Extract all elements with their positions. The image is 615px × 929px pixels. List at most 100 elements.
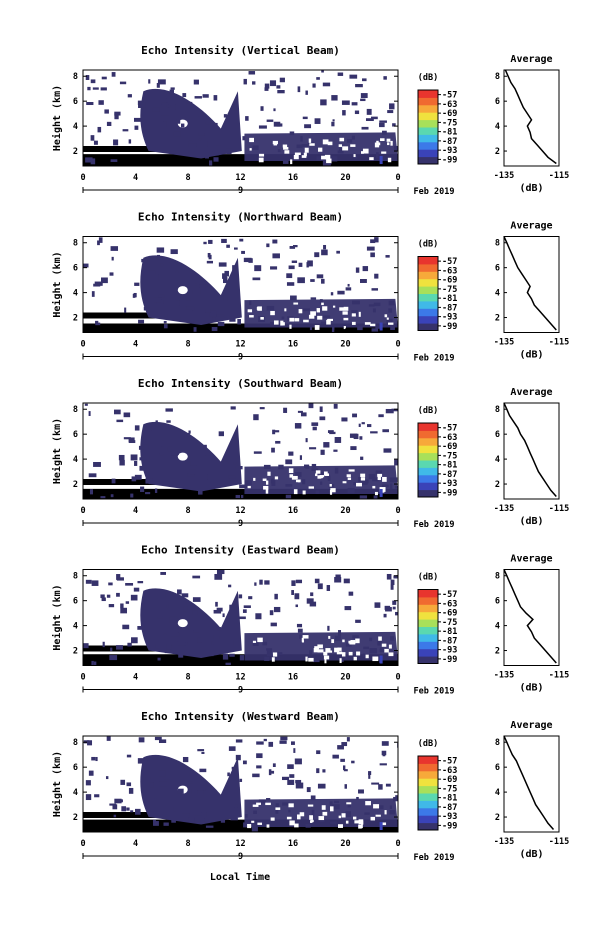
- echo-cell: [316, 750, 321, 755]
- echo-gap-cell: [310, 311, 316, 316]
- day-label: 9: [238, 686, 243, 696]
- echo-cell: [220, 819, 226, 823]
- echo-gap-cell: [263, 485, 269, 490]
- echo-cell: [197, 790, 204, 795]
- echo-gap-cell: [247, 309, 253, 313]
- echo-cell: [111, 256, 114, 261]
- echo-cell: [346, 737, 350, 742]
- echo-cell: [244, 480, 252, 486]
- echo-gap-cell: [293, 302, 299, 305]
- echo-gap-cell: [315, 473, 318, 477]
- echo-cell: [321, 278, 325, 284]
- echo-cell: [189, 469, 196, 475]
- echo-cell: [390, 579, 395, 586]
- echo-cell: [137, 626, 145, 630]
- colorbar-frame: [417, 755, 439, 831]
- echo-cell: [185, 309, 193, 313]
- echo-cell: [157, 592, 166, 599]
- avg-y-tick-label: 6: [495, 763, 500, 773]
- echo-cell: [110, 494, 114, 498]
- colorbar-frame: [417, 256, 439, 331]
- avg-y-tick-label: 2: [495, 147, 500, 157]
- echo-cell: [233, 639, 241, 645]
- colorbar-swatch: [418, 474, 438, 483]
- echo-cell: [111, 72, 116, 77]
- echo-cell: [213, 122, 218, 126]
- echo-gap-cell: [271, 657, 275, 662]
- colorbar-tick-label: -99: [442, 322, 457, 332]
- x-tick-label: 20: [340, 673, 350, 683]
- echo-cell: [320, 99, 327, 106]
- echo-gap-cell: [257, 822, 262, 825]
- echo-cell: [188, 143, 197, 147]
- echo-strong-cell: [379, 822, 383, 831]
- echo-gap-cell: [284, 308, 287, 312]
- x-tick-label: 16: [288, 506, 298, 516]
- echo-cell: [153, 821, 159, 826]
- echo-cell: [290, 295, 297, 301]
- echo-gap-cell: [348, 469, 355, 472]
- echo-gap-cell: [307, 804, 314, 807]
- echo-cell: [369, 648, 377, 654]
- echo-cell: [276, 652, 283, 656]
- colorbar-tick-label: -75: [442, 118, 457, 128]
- echo-cell: [116, 419, 124, 423]
- colorbar-swatch: [418, 256, 438, 265]
- echo-cell: [337, 290, 345, 295]
- colorbar-swatch: [418, 785, 438, 794]
- colorbar-tick-label: -81: [442, 461, 457, 471]
- echo-cell: [251, 826, 258, 832]
- echo-cell: [368, 774, 371, 779]
- echo-cell: [368, 473, 376, 480]
- echo-cell: [209, 310, 217, 317]
- echo-gap-cell: [265, 488, 269, 494]
- echo-cell: [235, 465, 243, 470]
- echo-gap-cell: [256, 802, 261, 805]
- echo-cell: [204, 818, 209, 822]
- echo-cell: [345, 656, 348, 660]
- echo-gap-cell: [388, 652, 394, 657]
- x-tick-label: 0: [80, 673, 85, 683]
- x-tick-label: 8: [185, 839, 190, 849]
- echo-cell: [392, 606, 396, 610]
- echo-cell: [125, 601, 130, 604]
- echo-gap-cell: [304, 147, 309, 153]
- echo-gap-cell: [295, 479, 301, 483]
- echo-gap-cell: [270, 817, 275, 821]
- echo-cell: [291, 260, 298, 263]
- colorbar-swatch: [418, 807, 438, 816]
- echo-gap-cell: [294, 318, 300, 322]
- echo-cell: [244, 814, 248, 818]
- echo-cell: [126, 807, 130, 811]
- echo-cell: [307, 141, 315, 145]
- echo-cell: [256, 741, 264, 745]
- echo-cell: [379, 763, 387, 766]
- echo-cell: [358, 789, 364, 794]
- colorbar-tick-label: -87: [442, 470, 457, 480]
- echo-gap-cell: [309, 815, 313, 820]
- echo-cell: [356, 796, 359, 800]
- colorbar-swatch: [418, 489, 438, 498]
- avg-y-tick-label: 4: [495, 455, 500, 465]
- echo-cell: [360, 481, 368, 485]
- echo-gap-cell: [372, 656, 379, 662]
- echo-cell: [127, 94, 132, 98]
- day-label: 9: [238, 186, 243, 196]
- month-label: Feb 2019: [414, 853, 455, 863]
- echo-cell: [181, 813, 190, 818]
- echo-cell: [311, 463, 317, 468]
- echo-cell: [177, 632, 180, 637]
- heatmap-cells: [83, 569, 398, 666]
- echo-cell: [351, 135, 356, 140]
- colorbar-tick-label: -63: [442, 100, 457, 110]
- echo-cell: [133, 587, 140, 592]
- echo-cell: [188, 781, 193, 784]
- echo-cell: [289, 131, 295, 136]
- echo-cell: [365, 118, 374, 122]
- echo-cell: [268, 741, 274, 747]
- echo-cell: [276, 123, 283, 127]
- echo-cell: [316, 77, 320, 80]
- echo-cell: [233, 461, 237, 465]
- echo-gap-cell: [314, 646, 319, 649]
- echo-cell: [201, 812, 207, 818]
